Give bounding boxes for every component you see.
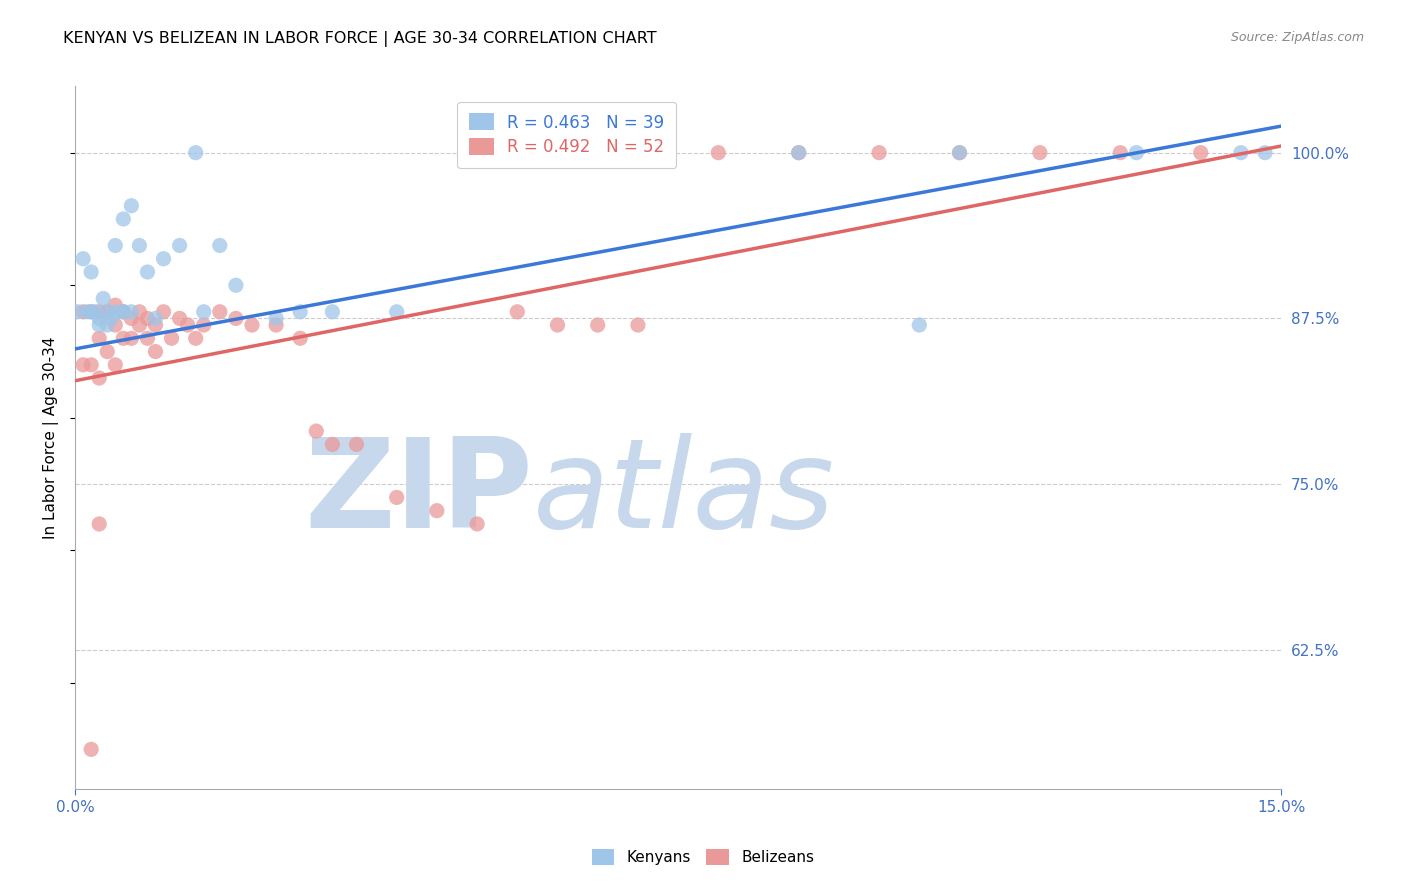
Point <box>76 305 98 319</box>
Point <box>290 331 312 345</box>
Point <box>787 145 810 160</box>
Point <box>80 358 103 372</box>
Point <box>72 252 94 266</box>
Point <box>104 298 127 312</box>
Point <box>96 318 118 332</box>
Point <box>193 305 215 319</box>
Point <box>104 318 127 332</box>
Point <box>136 265 159 279</box>
Point <box>128 318 150 332</box>
Point <box>193 318 215 332</box>
Point <box>506 305 529 319</box>
Point <box>112 305 135 319</box>
Text: ZIP: ZIP <box>305 434 533 555</box>
Point <box>136 311 159 326</box>
Point <box>385 305 408 319</box>
Point <box>89 305 111 319</box>
Point <box>346 437 368 451</box>
Point <box>426 504 449 518</box>
Point <box>868 145 890 160</box>
Point <box>89 516 111 531</box>
Point <box>160 331 183 345</box>
Point <box>72 358 94 372</box>
Point <box>176 318 198 332</box>
Point <box>80 742 103 756</box>
Point <box>120 331 142 345</box>
Point <box>96 305 118 319</box>
Point <box>225 311 247 326</box>
Point <box>104 358 127 372</box>
Point <box>184 331 207 345</box>
Point <box>465 516 488 531</box>
Point <box>145 311 167 326</box>
Point <box>208 238 231 252</box>
Point <box>152 252 174 266</box>
Point <box>96 305 118 319</box>
Point <box>264 318 287 332</box>
Text: atlas: atlas <box>533 434 835 555</box>
Legend: Kenyans, Belizeans: Kenyans, Belizeans <box>585 843 821 871</box>
Point <box>208 305 231 319</box>
Point <box>104 238 127 252</box>
Point <box>1029 145 1052 160</box>
Point <box>908 318 931 332</box>
Point <box>112 211 135 226</box>
Point <box>321 437 343 451</box>
Point <box>120 199 142 213</box>
Point <box>112 331 135 345</box>
Point <box>120 305 142 319</box>
Point <box>169 238 191 252</box>
Point <box>152 305 174 319</box>
Point <box>1125 145 1147 160</box>
Point <box>169 311 191 326</box>
Point <box>145 344 167 359</box>
Point <box>948 145 970 160</box>
Point <box>112 305 135 319</box>
Point <box>385 491 408 505</box>
Point <box>66 305 89 319</box>
Point <box>96 344 118 359</box>
Point <box>89 331 111 345</box>
Point <box>547 318 569 332</box>
Point <box>627 318 650 332</box>
Point <box>264 311 287 326</box>
Point <box>72 305 94 319</box>
Point <box>1254 145 1277 160</box>
Point <box>948 145 970 160</box>
Point <box>184 145 207 160</box>
Y-axis label: In Labor Force | Age 30-34: In Labor Force | Age 30-34 <box>44 336 59 539</box>
Point <box>128 305 150 319</box>
Point <box>145 318 167 332</box>
Text: Source: ZipAtlas.com: Source: ZipAtlas.com <box>1230 31 1364 45</box>
Point <box>787 145 810 160</box>
Point <box>586 145 609 160</box>
Point <box>128 238 150 252</box>
Point <box>1109 145 1132 160</box>
Point <box>112 305 135 319</box>
Point <box>240 318 263 332</box>
Point <box>80 305 103 319</box>
Point <box>89 318 111 332</box>
Point <box>80 265 103 279</box>
Point <box>707 145 730 160</box>
Point <box>91 292 114 306</box>
Point <box>1230 145 1253 160</box>
Text: KENYAN VS BELIZEAN IN LABOR FORCE | AGE 30-34 CORRELATION CHART: KENYAN VS BELIZEAN IN LABOR FORCE | AGE … <box>63 31 657 47</box>
Point <box>80 305 103 319</box>
Point <box>305 424 328 438</box>
Point <box>120 311 142 326</box>
Point <box>290 305 312 319</box>
Legend: R = 0.463   N = 39, R = 0.492   N = 52: R = 0.463 N = 39, R = 0.492 N = 52 <box>457 102 676 168</box>
Point <box>1189 145 1212 160</box>
Point <box>89 311 111 326</box>
Point <box>84 305 107 319</box>
Point <box>104 305 127 319</box>
Point <box>586 318 609 332</box>
Point <box>89 371 111 385</box>
Point <box>225 278 247 293</box>
Point <box>100 311 122 326</box>
Point <box>136 331 159 345</box>
Point <box>321 305 343 319</box>
